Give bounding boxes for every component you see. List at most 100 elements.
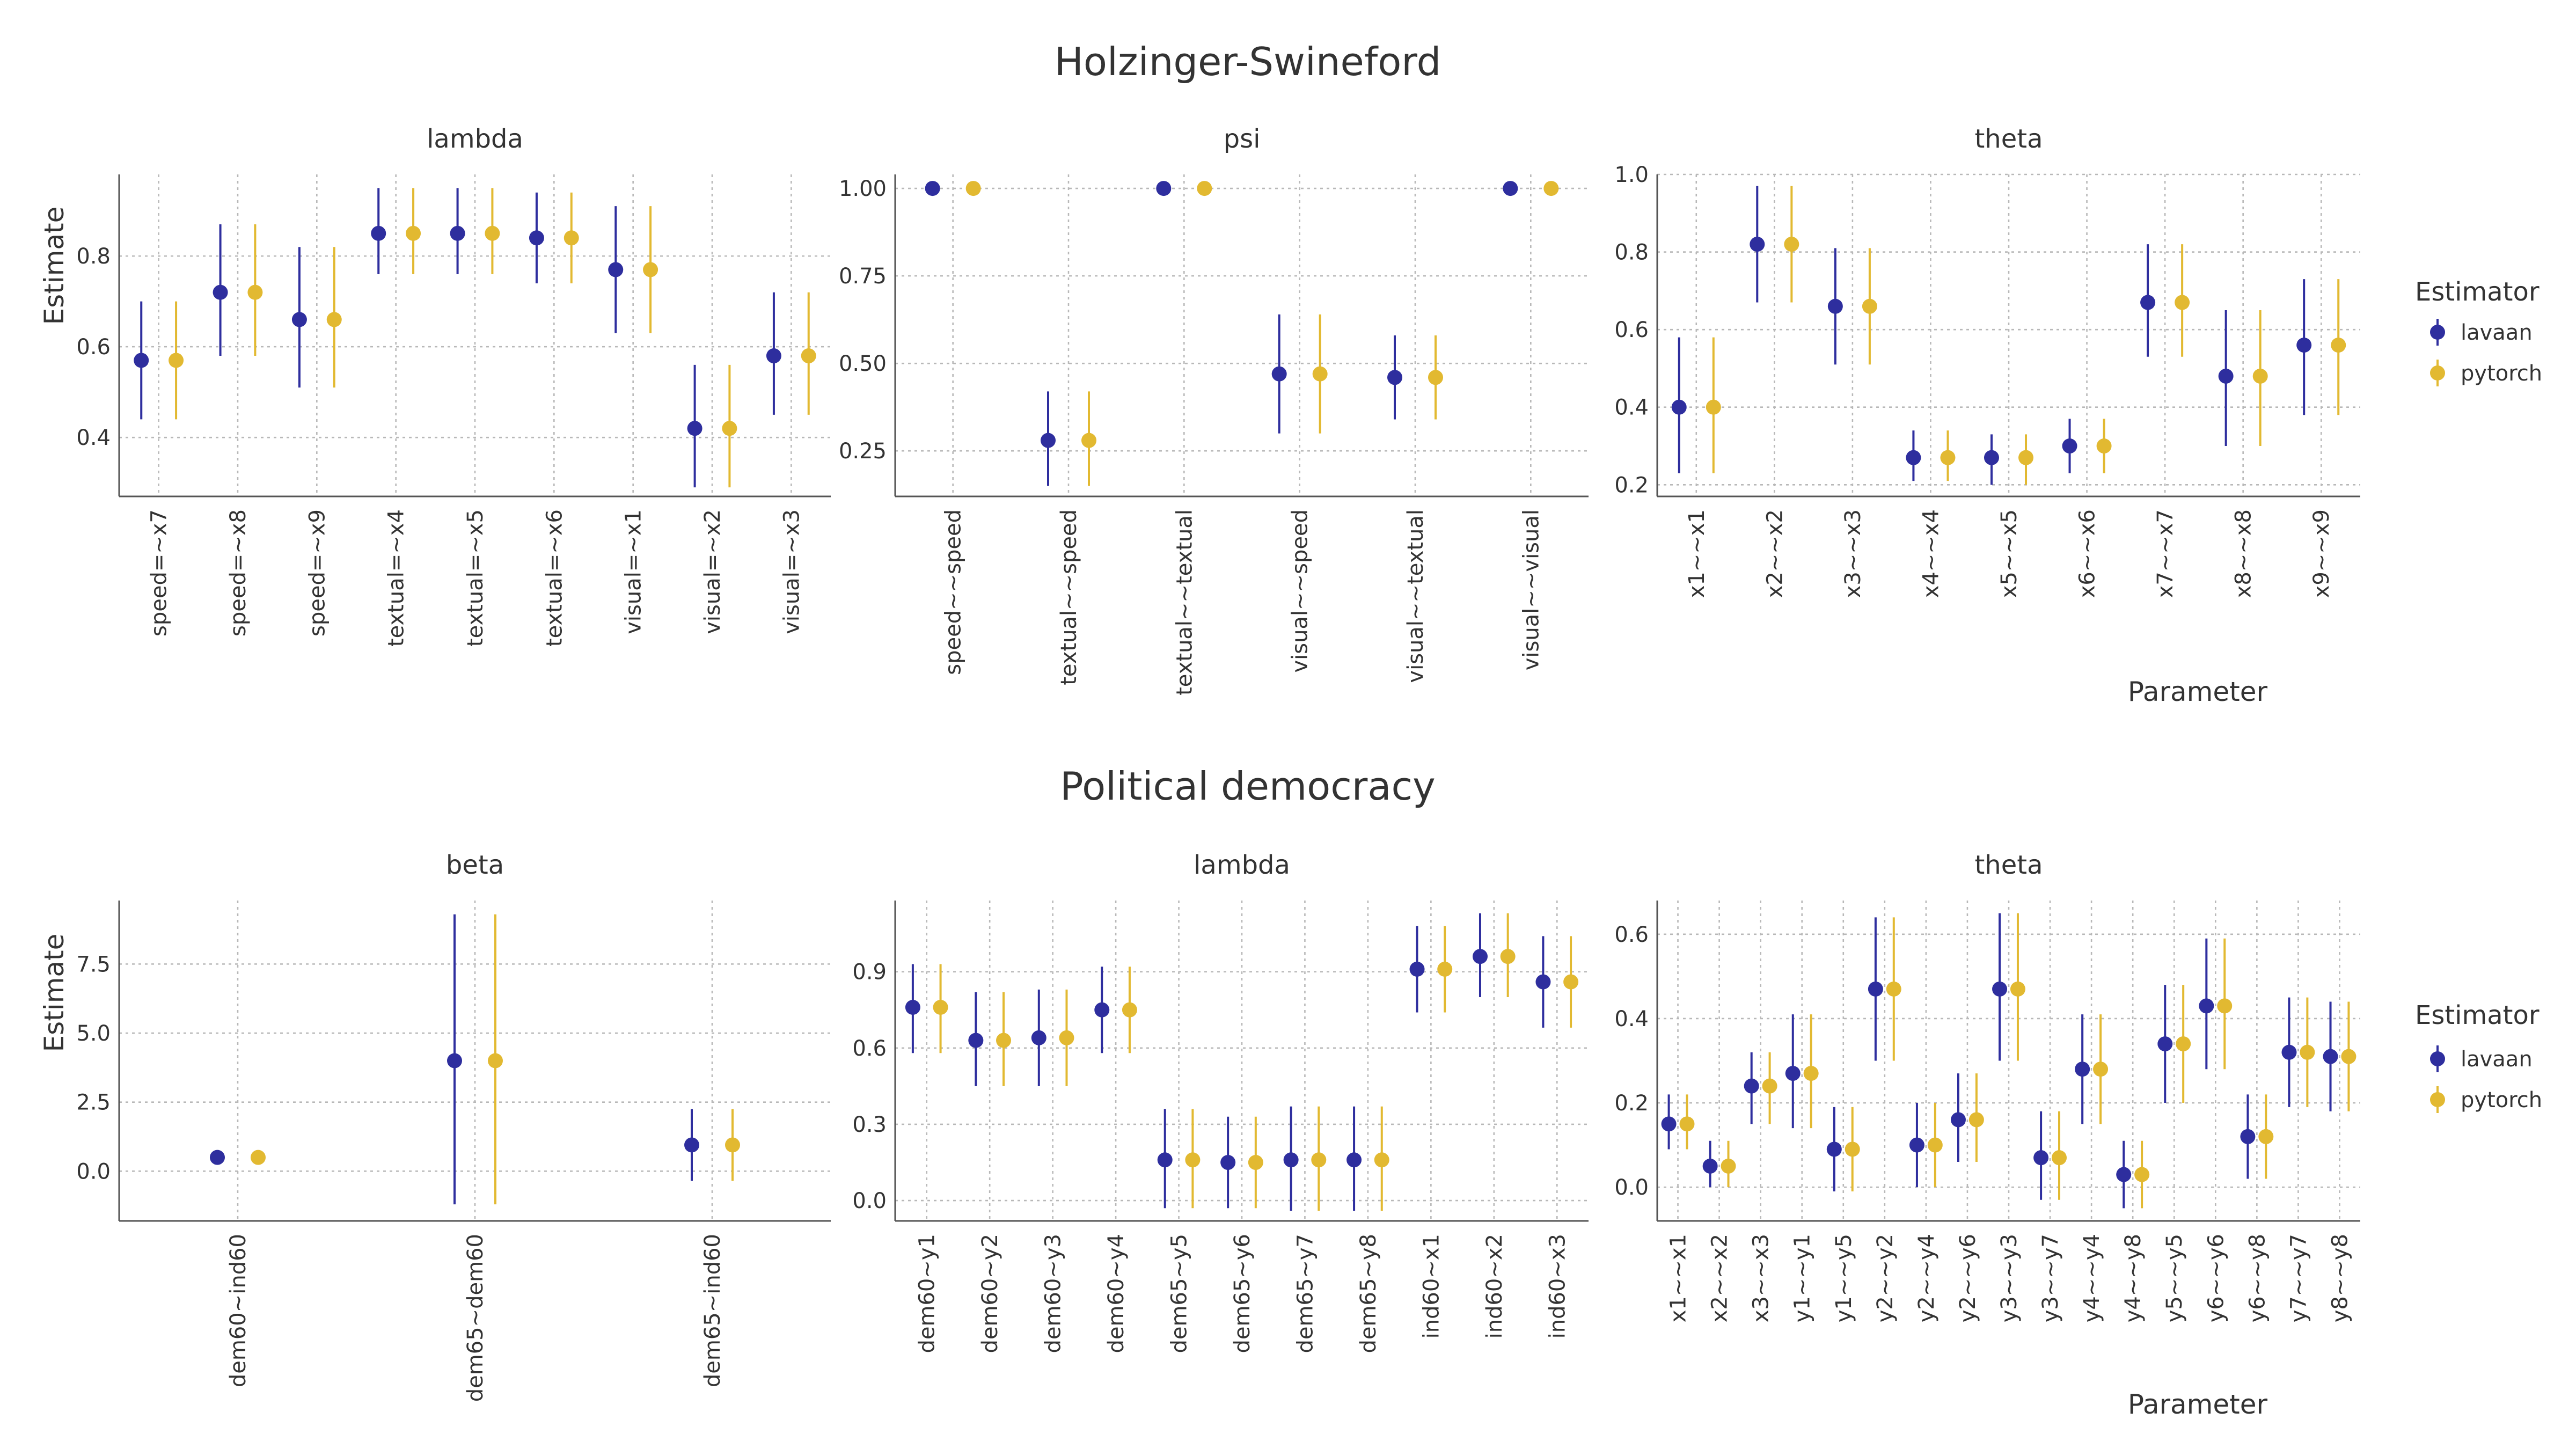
y-tick-label: 0.0: [76, 1159, 111, 1184]
point-lavaan-y4-y4: [2075, 1062, 2090, 1077]
point-pytorch-speed-speed: [965, 181, 981, 196]
point-lavaan-visual-x3: [766, 348, 781, 364]
point-pytorch-x2-x2: [1784, 237, 1799, 252]
y-tick-label: 0.75: [839, 264, 887, 289]
point-lavaan-ind60-x1: [1409, 961, 1425, 977]
panel-title: theta: [1974, 124, 2043, 154]
y-tick-label: 0.50: [839, 352, 887, 376]
point-lavaan-visual-visual: [1503, 181, 1518, 196]
x-tick-label-y3-y3: y3~~y3: [1997, 1234, 2022, 1322]
x-tick-label-speed-x8: speed=~x8: [226, 509, 251, 636]
section-title-holzinger: Holzinger-Swineford: [1055, 39, 1441, 84]
x-tick-label-ind60-x2: ind60~x2: [1482, 1234, 1507, 1338]
x-tick-label-x7-x7: x7~~x7: [2153, 509, 2178, 598]
y-tick-label: 2.5: [76, 1091, 111, 1115]
x-tick-label-y2-y2: y2~~y2: [1873, 1234, 1898, 1322]
point-lavaan-speed-speed: [925, 181, 940, 196]
y-tick-label: 0.6: [1614, 318, 1649, 342]
x-tick-label-x5-x5: x5~~x5: [1997, 509, 2022, 598]
y-tick-label: 0.8: [76, 244, 111, 269]
legend-lavaan-marker: [2430, 325, 2445, 340]
point-lavaan-x2-x2: [1750, 237, 1765, 252]
y-tick-label: 0.6: [852, 1036, 887, 1061]
point-pytorch-x7-x7: [2175, 295, 2190, 310]
y-tick-label: 0.2: [1614, 1091, 1649, 1116]
point-pytorch-x5-x5: [2018, 450, 2034, 465]
x-tick-label-textual-x4: textual=~x4: [384, 509, 409, 647]
section-title-political: Political democracy: [1060, 764, 1435, 809]
point-pytorch-x6-x6: [2096, 438, 2112, 454]
x-tick-label-y1-y5: y1~~y5: [1832, 1234, 1856, 1322]
point-pytorch-y8-y8: [2341, 1049, 2357, 1064]
point-lavaan-speed-x7: [134, 353, 149, 368]
y-tick-label: 0.25: [839, 439, 887, 464]
y-tick-label: 7.5: [76, 952, 111, 977]
point-lavaan-visual-speed: [1271, 366, 1287, 382]
y-tick-label: 5.0: [76, 1021, 111, 1046]
x-tick-label-y7-y7: y7~~y7: [2286, 1234, 2311, 1322]
point-pytorch-textual-x5: [485, 225, 500, 241]
point-lavaan-y8-y8: [2323, 1049, 2338, 1064]
point-lavaan-dem60-y3: [1031, 1030, 1046, 1045]
y-axis-label-political: Estimate: [39, 934, 70, 1052]
point-pytorch-speed-x9: [326, 312, 342, 327]
x-tick-label-dem60-ind60: dem60~ind60: [226, 1234, 251, 1387]
x-tick-label-visual-visual: visual~~visual: [1519, 509, 1543, 670]
x-tick-label-x6-x6: x6~~x6: [2075, 509, 2100, 598]
x-tick-label-x2-x2: x2~~x2: [1762, 509, 1787, 598]
legend-pytorch-marker: [2430, 1092, 2445, 1107]
x-tick-label-y2-y4: y2~~y4: [1914, 1234, 1939, 1322]
panel-title: beta: [446, 850, 504, 880]
point-lavaan-speed-x8: [213, 284, 228, 300]
x-tick-label-dem60-y1: dem60~y1: [915, 1234, 940, 1353]
point-lavaan-x9-x9: [2296, 338, 2312, 353]
point-lavaan-y3-y3: [1992, 981, 2008, 997]
x-tick-label-textual-x6: textual=~x6: [542, 509, 567, 647]
x-tick-label-y4-y8: y4~~y8: [2121, 1234, 2146, 1322]
x-tick-label-dem60-y2: dem60~y2: [978, 1234, 1002, 1353]
point-lavaan-y2-y4: [1909, 1137, 1924, 1153]
point-lavaan-textual-x4: [371, 225, 386, 241]
panel-holzinger-lambda: 0.4 0.6 0.8 speed=~x7 speed=~x8 speed=~x9 text…: [76, 124, 831, 647]
point-pytorch-visual-x2: [722, 421, 737, 436]
x-tick-label-visual-speed: visual~~speed: [1288, 509, 1313, 672]
y-axis-label-holzinger: Estimate: [39, 207, 70, 325]
x-tick-label-dem65-y5: dem65~y5: [1167, 1234, 1192, 1353]
point-lavaan-dem65-y6: [1220, 1155, 1236, 1170]
point-pytorch-y2-y2: [1886, 981, 1901, 997]
point-pytorch-dem65-ind60: [725, 1137, 740, 1153]
point-lavaan-y5-y5: [2157, 1036, 2173, 1052]
point-lavaan-dem60-ind60: [210, 1150, 225, 1165]
y-tick-label: 0.4: [1614, 396, 1649, 420]
y-tick-label: 0.9: [852, 960, 887, 985]
legend-holzinger: Estimator lavaan pytorch: [2415, 277, 2542, 386]
point-lavaan-dem65-ind60: [684, 1137, 699, 1153]
point-lavaan-y2-y6: [1950, 1112, 1966, 1128]
point-pytorch-y6-y8: [2258, 1129, 2274, 1144]
x-tick-label-dem65-y8: dem65~y8: [1356, 1234, 1381, 1353]
x-tick-label-textual-speed: textual~~speed: [1057, 509, 1081, 685]
point-pytorch-x3-x3: [1862, 298, 1877, 314]
y-tick-label: 0.3: [852, 1113, 887, 1137]
y-tick-label: 0.6: [76, 335, 111, 360]
point-pytorch-visual-visual: [1543, 181, 1559, 196]
x-tick-label-x9-x9: x9~~x9: [2309, 509, 2334, 598]
x-tick-label-y1-y1: y1~~y1: [1790, 1234, 1815, 1322]
point-pytorch-dem65-y7: [1311, 1152, 1327, 1168]
point-lavaan-visual-x2: [687, 421, 702, 436]
legend-title: Estimator: [2415, 277, 2540, 307]
y-tick-label: 0.2: [1614, 473, 1649, 497]
x-tick-label-visual-x2: visual=~x2: [700, 509, 725, 634]
x-tick-label-x1-x1: x1~~x1: [1685, 509, 1709, 598]
legend-pytorch-label: pytorch: [2461, 361, 2542, 386]
point-pytorch-y4-y8: [2134, 1167, 2150, 1182]
point-pytorch-x9-x9: [2331, 338, 2346, 353]
y-tick-label: 1.00: [839, 177, 887, 201]
panel-holzinger-theta: 0.2 0.4 0.6 0.8 1.0 x1~~x1 x2~~x2 x3~~x3 x4~~x4 x…: [1614, 124, 2360, 598]
point-lavaan-speed-x9: [291, 312, 307, 327]
point-lavaan-x7-x7: [2140, 295, 2156, 310]
x-axis-label-holzinger: Parameter: [2128, 676, 2268, 707]
y-tick-label: 1.0: [1614, 163, 1649, 187]
